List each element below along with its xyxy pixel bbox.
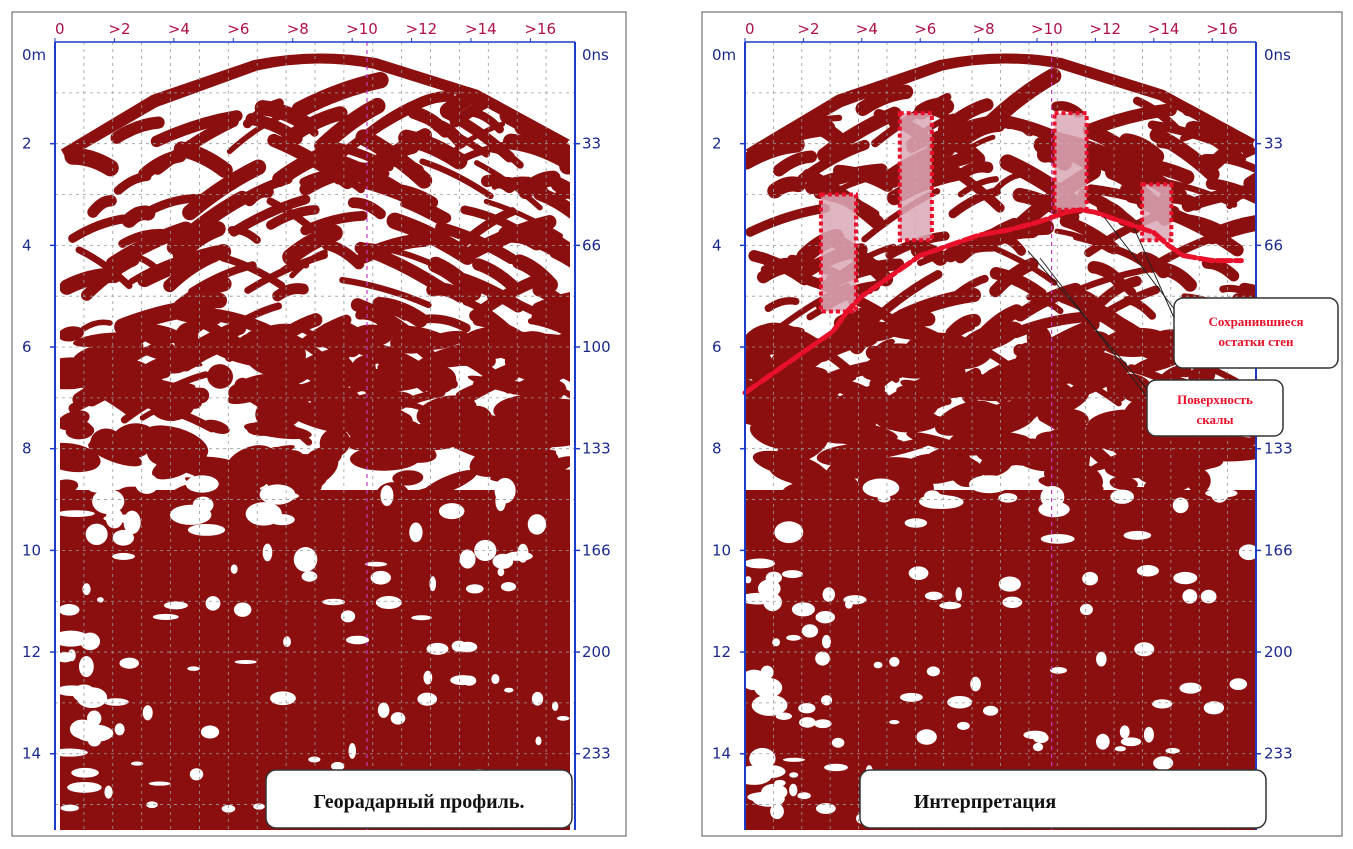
x-tick-label: >6 [914,20,936,38]
y-left-tick-label: 10 [22,541,41,559]
y-right-tick-label: 166 [582,541,611,559]
callout-walls: Сохранившиеся остатки стен [1103,216,1339,369]
panel-caption: Интерпретация [914,791,1057,813]
y-right-tick-label: 66 [1264,236,1283,254]
y-right-tick-label: 33 [582,135,601,153]
y-right-tick-label: 233 [1264,745,1293,763]
callout-walls-line1: Сохранившиеся [1209,314,1304,329]
y-left-tick-label: 6 [22,338,32,356]
axes-layer: 0 >2 >4 >6 >8 >10 >12 >14 >16 0m 2 4 6 8 10 12 14 0ns 33 66… [22,20,611,830]
y-right-tick-label: 66 [582,236,601,254]
y-left-tick-label: 2 [22,135,32,153]
callout-leader [1039,257,1149,399]
x-tick-label: >2 [108,20,130,38]
callout-bedrock: Поверхность скалы [1027,250,1284,437]
y-right-tick-label: 133 [1264,440,1293,458]
y-left-tick-label: 8 [22,440,32,458]
y-right-tick-label: 133 [582,440,611,458]
x-tick-label: >6 [227,20,249,38]
x-tick-label: >10 [346,20,378,38]
y-right-unit: 0ns [1264,46,1291,64]
x-tick-label: >4 [168,20,190,38]
y-right-tick-label: 200 [582,643,611,661]
callout-leader [1133,227,1176,321]
y-left-unit: 0m [712,46,736,64]
x-tick-label: >16 [524,20,556,38]
y-right-tick-label: 200 [1264,643,1293,661]
wall-remnant-box [1052,111,1089,212]
y-left-tick-label: 4 [712,236,722,254]
x-tick-label: >14 [465,20,497,38]
x-tick-label: >10 [1031,20,1063,38]
caption-box: Георадарный профиль. [265,769,573,829]
y-left-tick-label: 10 [712,541,731,559]
callout-bedrock-line1: Поверхность [1177,392,1253,407]
x-tick-label: >14 [1148,20,1180,38]
y-right-tick-label: 166 [1264,541,1293,559]
bedrock-surface-line [742,207,1244,396]
radargram-panel-right: 0 >2 >4 >6 >8 >10 >12 >14 >16 0m 2 4 6 8 10 12 14 0ns 33 66… [701,11,1343,837]
y-right-tick-label: 33 [1264,135,1283,153]
y-right-tick-label: 100 [582,338,611,356]
radargram-panel-left: 0 >2 >4 >6 >8 >10 >12 >14 >16 0m 2 4 6 8 10 12 14 0ns 33 66… [11,11,627,837]
grid-layer [54,42,576,830]
y-left-tick-label: 14 [22,745,41,763]
x-tick-label: >12 [1089,20,1121,38]
wall-remnant-box [897,111,934,243]
x-tick-label: 0 [745,20,755,38]
callout-walls-line2: остатки стен [1218,334,1294,349]
wall-remnant-box [818,192,858,314]
y-left-tick-label: 2 [712,135,722,153]
caption-box: Интерпретация [859,769,1267,829]
wall-remnant-box [1140,182,1174,243]
y-left-tick-label: 6 [712,338,722,356]
radar-signal-layer [60,53,570,831]
y-right-tick-label: 233 [582,745,611,763]
callout-bedrock-line2: скалы [1196,412,1233,427]
y-left-unit: 0m [22,46,46,64]
interpretation-layer [742,111,1244,396]
x-tick-label: 0 [55,20,65,38]
y-right-unit: 0ns [582,46,609,64]
panel-caption: Георадарный профиль. [314,791,525,813]
y-left-tick-label: 4 [22,236,32,254]
x-tick-label: >8 [973,20,995,38]
y-left-tick-label: 8 [712,440,722,458]
x-tick-label: >12 [406,20,438,38]
x-tick-label: >4 [856,20,878,38]
y-left-tick-label: 12 [22,643,41,661]
y-left-tick-label: 14 [712,745,731,763]
x-tick-label: >2 [797,20,819,38]
y-left-tick-label: 12 [712,643,731,661]
x-tick-label: >16 [1206,20,1238,38]
x-tick-label: >8 [287,20,309,38]
